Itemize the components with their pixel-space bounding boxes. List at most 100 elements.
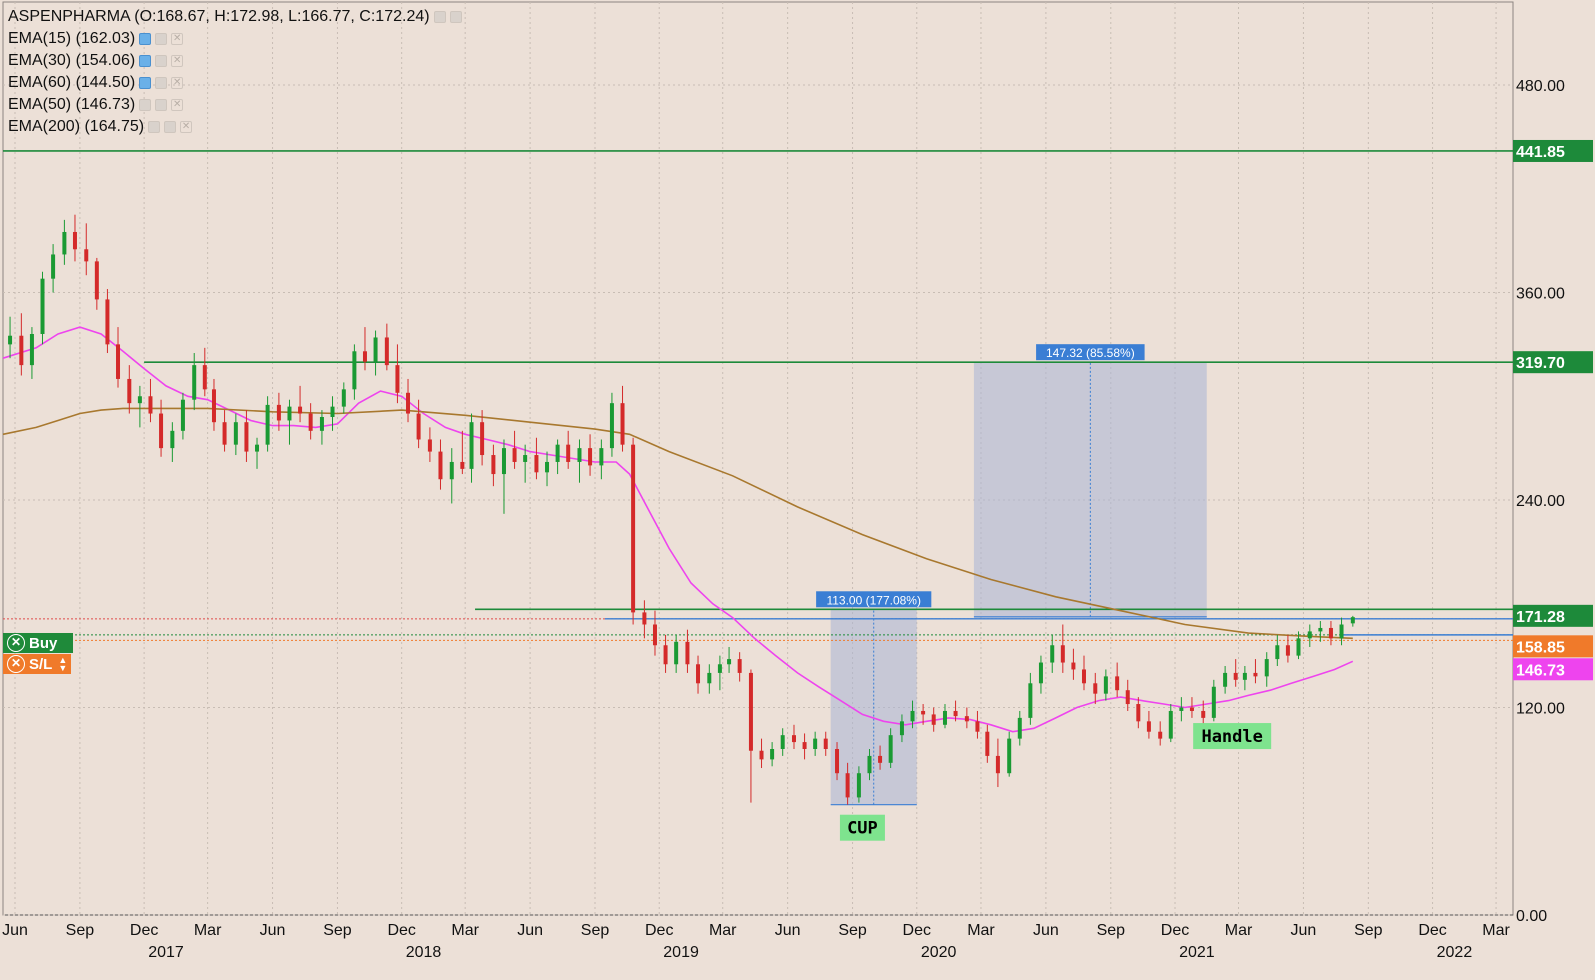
candle: [384, 323, 389, 371]
candle-body: [1211, 686, 1216, 718]
more-icon[interactable]: [449, 11, 462, 23]
candle-body: [674, 641, 679, 665]
candle-body: [931, 714, 936, 725]
candle-body: [1168, 710, 1173, 739]
indicator-label[interactable]: EMA(60) (144.50): [8, 74, 136, 91]
settings-icon[interactable]: [155, 33, 168, 45]
price-tag-label: 171.28: [1516, 609, 1565, 626]
indicator-label[interactable]: EMA(30) (154.06): [8, 52, 136, 69]
candle: [1125, 679, 1130, 711]
eye-icon[interactable]: [139, 77, 152, 89]
y-tick-label: 360.00: [1516, 286, 1565, 303]
candle: [835, 742, 840, 781]
price-tag-bg: [1513, 351, 1593, 374]
candle-body: [72, 231, 77, 250]
close-icon[interactable]: ✕: [171, 55, 184, 67]
candle: [717, 655, 722, 691]
x-year-label: 2019: [663, 944, 699, 961]
candle: [727, 646, 732, 673]
settings-icon[interactable]: [164, 121, 177, 133]
candle-body: [1318, 627, 1323, 632]
candle-body: [180, 399, 185, 431]
candle-body: [791, 735, 796, 743]
candle-body: [975, 721, 980, 732]
close-icon[interactable]: ✕: [180, 121, 193, 133]
candle-body: [878, 755, 883, 763]
candle: [577, 439, 582, 483]
cup-label: CUP: [847, 819, 878, 839]
candle-body: [845, 773, 850, 798]
candle-body: [642, 612, 647, 625]
candle-body: [802, 742, 807, 749]
settings-icon[interactable]: [433, 11, 446, 23]
indicator-row: EMA(50) (146.73) ✕: [8, 94, 462, 116]
x-tick-label: Sep: [838, 922, 867, 939]
eye-icon[interactable]: [139, 55, 152, 67]
x-tick-label: Jun: [260, 922, 286, 939]
candle-body: [395, 365, 400, 393]
candle: [1179, 697, 1184, 722]
candle-body: [1264, 659, 1269, 677]
indicator-label[interactable]: EMA(200) (164.75): [8, 118, 145, 135]
eye-icon[interactable]: [139, 99, 152, 111]
candle-body: [1028, 683, 1033, 718]
candle-body: [287, 406, 292, 421]
candle-body: [663, 645, 668, 665]
candle-body: [759, 750, 764, 760]
y-tick-label: 480.00: [1516, 78, 1565, 95]
candle: [51, 244, 56, 293]
candle-body: [491, 455, 496, 475]
candle: [642, 600, 647, 639]
close-icon[interactable]: ✕: [171, 33, 184, 45]
x-tick-label: Jun: [2, 922, 28, 939]
candle: [985, 724, 990, 763]
candle: [1115, 662, 1120, 698]
candle-body: [985, 731, 990, 756]
settings-icon[interactable]: [155, 77, 168, 89]
price-tag-label: 146.73: [1516, 662, 1565, 679]
candle-body: [170, 430, 175, 449]
candle: [1242, 666, 1247, 691]
candle-body: [1017, 717, 1022, 739]
candle: [1017, 710, 1022, 746]
candle: [942, 704, 947, 729]
y-tick-label: 0.00: [1516, 908, 1547, 925]
close-order-icon[interactable]: ✕: [7, 634, 25, 652]
candle-body: [469, 422, 474, 469]
candle: [255, 437, 260, 469]
x-tick-label: Sep: [1354, 922, 1383, 939]
candle: [1339, 617, 1344, 646]
candle: [631, 437, 636, 625]
close-order-icon[interactable]: ✕: [7, 655, 25, 673]
candle-body: [813, 738, 818, 749]
close-icon[interactable]: ✕: [171, 77, 184, 89]
indicator-row: EMA(15) (162.03) ✕: [8, 28, 462, 50]
candle: [995, 738, 1000, 788]
indicator-label[interactable]: EMA(50) (146.73): [8, 96, 136, 113]
drag-arrows-icon[interactable]: ▲ ▼: [58, 655, 68, 673]
measure-label-bg: [816, 591, 932, 608]
close-icon[interactable]: ✕: [171, 99, 184, 111]
indicator-label[interactable]: EMA(15) (162.03): [8, 30, 136, 47]
candle-body: [534, 455, 539, 473]
settings-icon[interactable]: [155, 55, 168, 67]
candle: [748, 669, 753, 803]
candle: [352, 344, 357, 400]
candle: [276, 392, 281, 431]
eye-icon[interactable]: [139, 33, 152, 45]
stop-loss-order-tag[interactable]: ✕ S/L ▲ ▼: [3, 654, 71, 674]
candle: [802, 733, 807, 760]
candle: [975, 710, 980, 739]
buy-order-tag[interactable]: ✕ Buy: [3, 633, 73, 653]
x-tick-label: Dec: [903, 922, 931, 939]
x-tick-label: Jun: [775, 922, 801, 939]
handle-label: Handle: [1201, 727, 1262, 747]
handle-label-bg: [1193, 723, 1272, 750]
candle: [72, 214, 77, 262]
settings-icon[interactable]: [155, 99, 168, 111]
candle: [287, 399, 292, 445]
candle-body: [609, 403, 614, 449]
eye-icon[interactable]: [148, 121, 161, 133]
candle-body: [265, 404, 270, 445]
